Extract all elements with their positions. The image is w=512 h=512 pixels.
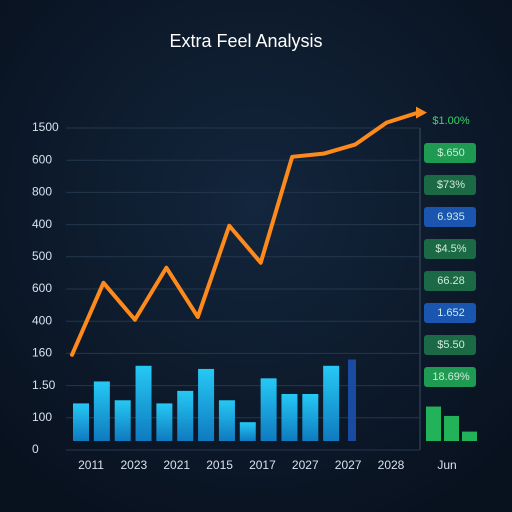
bar	[177, 390, 194, 441]
y-tick-label: 1500	[32, 120, 59, 134]
bar	[323, 365, 340, 441]
badge	[424, 271, 476, 291]
y-tick-label: 1.50	[32, 378, 56, 392]
y-tick-label: 800	[32, 185, 52, 199]
badge-label: $.650	[437, 147, 465, 159]
bar	[281, 394, 298, 441]
badge	[424, 175, 476, 195]
y-tick-label: 500	[32, 249, 52, 263]
bar	[218, 400, 235, 441]
badge	[424, 367, 476, 387]
badge	[424, 143, 476, 163]
bar	[302, 394, 319, 441]
y-tick-label: 400	[32, 217, 52, 231]
line-arrow	[416, 106, 427, 119]
x-tick-label: Jun	[437, 458, 456, 472]
badge-label: $5.50	[437, 339, 465, 351]
bar	[348, 359, 356, 441]
badge-label: 66.28	[437, 275, 465, 287]
bar	[73, 403, 89, 441]
badge-label: $73%	[437, 179, 465, 191]
x-tick-label: 2027	[292, 458, 319, 472]
y-tick-label: 600	[32, 281, 52, 295]
line	[70, 110, 420, 357]
y-tick-label: 600	[32, 152, 52, 166]
bar	[239, 422, 256, 441]
bar	[114, 400, 131, 441]
y-tick-label: 160	[32, 346, 52, 360]
y-tick-label: 100	[32, 410, 52, 424]
x-tick-label: 2027	[335, 458, 362, 472]
badge-label: 1.652	[437, 307, 465, 319]
badge-label: 18.69%	[432, 371, 470, 383]
x-tick-label: 2011	[78, 458, 104, 472]
badge-label: $4.5%	[435, 243, 466, 255]
badge	[424, 239, 476, 259]
badge	[424, 303, 476, 323]
side-bar	[426, 406, 441, 441]
bar	[93, 381, 110, 441]
side-bar	[444, 415, 459, 441]
chart-title: Extra Feel Analysis	[169, 31, 322, 51]
bar	[198, 368, 215, 441]
bar	[260, 378, 277, 441]
x-tick-label: 2023	[121, 458, 148, 472]
x-tick-label: 2021	[163, 458, 190, 472]
y-tick-label: 400	[32, 313, 52, 327]
side-bar	[462, 431, 477, 441]
badge-label: $1.00%	[432, 115, 470, 127]
y-tick-label: 0	[32, 442, 39, 456]
badge	[424, 335, 476, 355]
x-tick-label: 2015	[206, 458, 233, 472]
badge-label: 6.935	[437, 211, 465, 223]
badge	[424, 207, 476, 227]
bar	[156, 403, 173, 441]
x-tick-label: 2028	[378, 458, 405, 472]
bar	[135, 365, 152, 441]
x-tick-label: 2017	[249, 458, 276, 472]
